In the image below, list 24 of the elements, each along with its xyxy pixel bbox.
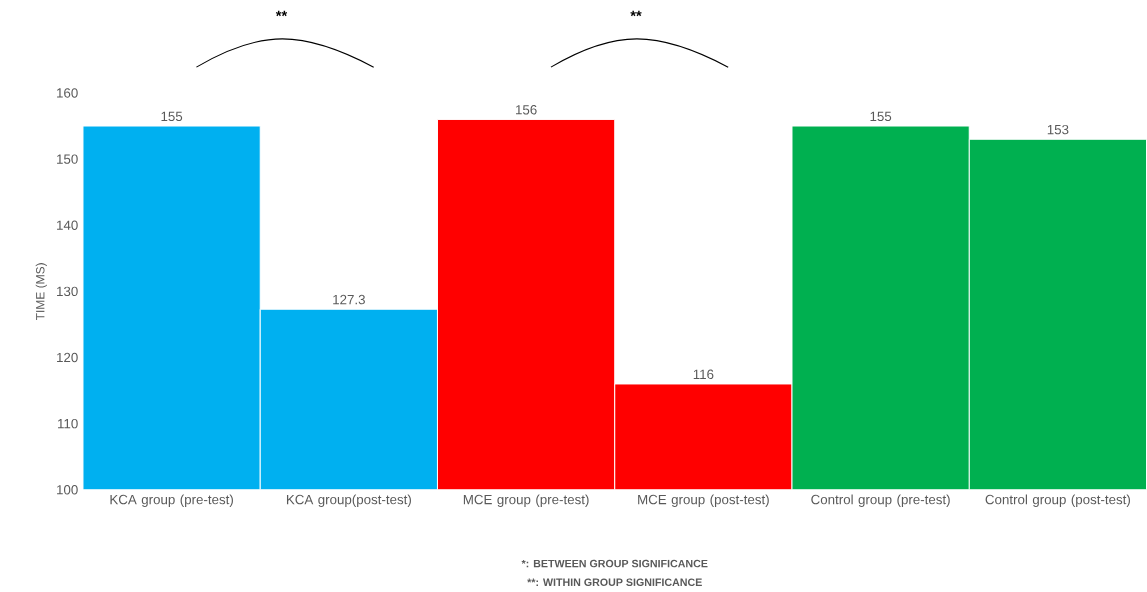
y-axis-title: TIME (MS)	[35, 263, 47, 321]
x-tick-label: MCE group (post-test)	[638, 494, 769, 508]
text: **: WITHIN GROUP SIGNIFICANCE	[527, 578, 702, 587]
y-tick-label: 110	[58, 419, 78, 429]
data-label: 153	[1047, 125, 1069, 135]
data-label: 127.3	[333, 294, 365, 305]
y-tick-label: 150	[57, 154, 78, 164]
y-tick-label: 120	[57, 352, 78, 363]
text: **	[630, 10, 642, 17]
data-label: 156	[516, 105, 537, 115]
x-tick-label: Control group (post-test)	[985, 494, 1130, 508]
y-tick-label: 130	[57, 286, 78, 297]
x-tick-label: MCE group (pre-test)	[463, 494, 589, 508]
y-tick-label: 140	[57, 220, 78, 231]
x-tick-label: KCA group(post-test)	[286, 494, 411, 508]
text: **	[275, 10, 288, 17]
x-tick-label: Control group (pre-test)	[811, 494, 950, 508]
data-label: 155	[870, 111, 892, 122]
data-label: 155	[161, 111, 183, 122]
y-tick-label: 100	[57, 485, 78, 495]
text: *: BETWEEN GROUP SIGNIFICANCE	[521, 559, 708, 568]
y-tick-label: 160	[57, 88, 78, 98]
data-label: 116	[693, 369, 714, 380]
x-tick-label: KCA group (pre-test)	[110, 494, 233, 508]
